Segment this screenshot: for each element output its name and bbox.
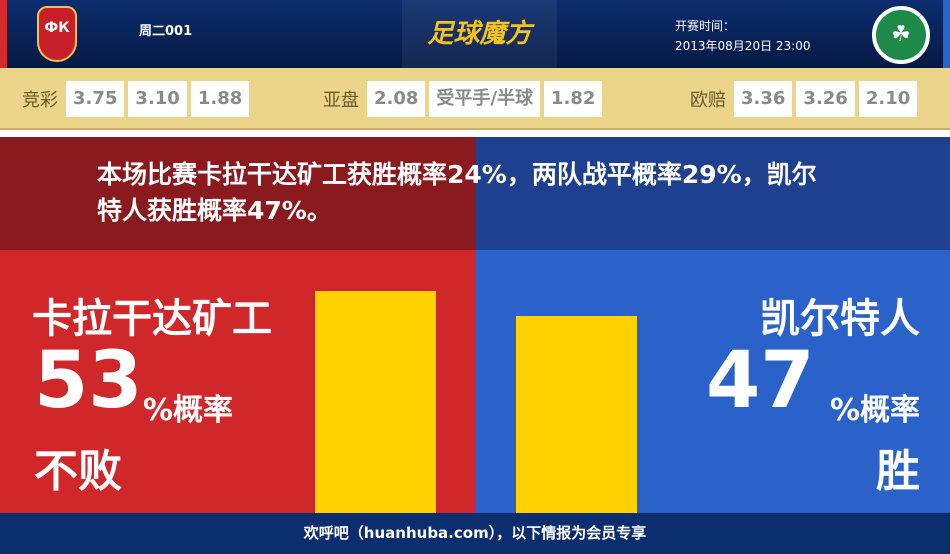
- home-probability-bar: [315, 291, 436, 513]
- home-team-name: 卡拉干达矿工: [32, 296, 272, 342]
- away-unit: %概率: [829, 393, 920, 428]
- kickoff-label: 开赛时间：: [675, 19, 736, 33]
- jingcai-odds: 竞彩 3.75 3.10 1.88: [22, 81, 250, 117]
- asian-odds: 亚盘 2.08 受平手/半球 1.82: [323, 81, 603, 117]
- summary-bg-right: [476, 137, 950, 250]
- euro-odds: 欧赔 3.36 3.26 2.10: [690, 81, 918, 117]
- odds-value: 3.36: [734, 81, 793, 117]
- home-percent: 53: [34, 336, 143, 426]
- odds-value: 3.75: [66, 81, 125, 117]
- home-outcome: 不败: [34, 446, 122, 497]
- clover-icon: ☘: [872, 6, 930, 64]
- kickoff-info: 开赛时间： 2013年08月20日 23:00: [675, 16, 810, 56]
- away-outcome: 胜: [876, 446, 920, 497]
- euro-label: 欧赔: [690, 90, 726, 111]
- odds-value: 1.88: [190, 81, 250, 117]
- away-probability-bar: [516, 316, 637, 513]
- odds-value: 2.08: [367, 81, 426, 117]
- odds-value: 受平手/半球: [429, 81, 540, 117]
- odds-value: 3.10: [128, 81, 187, 117]
- summary-bg-left: [0, 137, 476, 250]
- jingcai-label: 竞彩: [22, 90, 58, 111]
- odds-value: 2.10: [858, 81, 918, 117]
- footer-banner: 欢呼吧（huanhuba.com），以下情报为会员专享: [0, 513, 950, 554]
- brand-logo: 足球魔方: [402, 0, 557, 68]
- asian-label: 亚盘: [323, 90, 359, 111]
- kickoff-time: 2013年08月20日 23:00: [675, 39, 811, 53]
- header: ФК 周二001 足球魔方 开赛时间： 2013年08月20日 23:00 ☘: [0, 0, 950, 68]
- summary-text: 本场比赛卡拉干达矿工获胜概率24%，两队战平概率29%，凯尔特人获胜概率47%。: [97, 160, 817, 225]
- odds-bar: 竞彩 3.75 3.10 1.88 亚盘 2.08 受平手/半球 1.82 欧赔…: [0, 68, 950, 130]
- away-team-name: 凯尔特人: [760, 296, 920, 342]
- away-panel: 凯尔特人 47 %概率 胜: [476, 250, 950, 513]
- home-unit: %概率: [143, 393, 234, 428]
- home-panel: 卡拉干达矿工 53 %概率 不败: [0, 250, 476, 513]
- odds-value: 1.82: [544, 81, 603, 117]
- odds-value: 3.26: [796, 81, 855, 117]
- away-percent: 47: [706, 336, 815, 426]
- match-code: 周二001: [139, 24, 193, 39]
- home-team-logo: ФК: [37, 6, 77, 62]
